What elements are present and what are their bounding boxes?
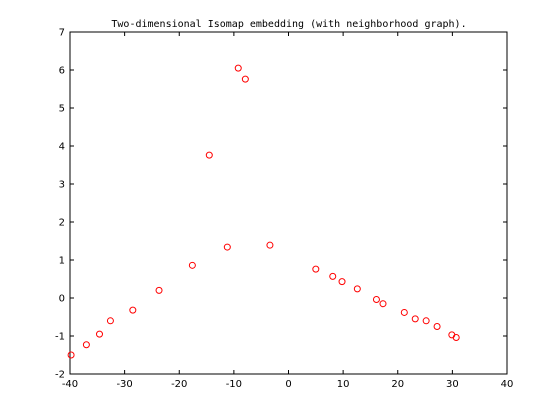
x-tick-label: 20 — [391, 379, 404, 390]
data-point — [241, 75, 249, 83]
data-point — [67, 351, 75, 359]
data-point — [82, 341, 90, 349]
x-tick-label: 40 — [501, 379, 514, 390]
data-point — [129, 306, 137, 314]
data-point — [188, 261, 196, 269]
data-point — [379, 300, 387, 308]
data-point — [234, 64, 242, 72]
data-point — [266, 241, 274, 249]
chart-title: Two-dimensional Isomap embedding (with n… — [111, 19, 466, 30]
y-tick-label: 2 — [59, 218, 65, 229]
y-axis: -2 -1 0 1 2 3 4 5 6 7 — [55, 28, 507, 381]
data-point — [312, 265, 320, 273]
data-point — [400, 308, 408, 316]
data-point — [106, 317, 114, 325]
y-tick-label: 7 — [59, 28, 65, 39]
x-tick-label: -10 — [226, 379, 242, 390]
y-tick-label: 1 — [59, 256, 65, 267]
x-tick-label: 0 — [285, 379, 291, 390]
x-tick-label: 30 — [446, 379, 459, 390]
x-tick-label: -30 — [116, 379, 132, 390]
data-point — [452, 334, 460, 342]
y-tick-label: 6 — [59, 66, 65, 77]
x-tick-label: -20 — [171, 379, 187, 390]
y-tick-label: -1 — [55, 332, 65, 343]
data-point — [223, 243, 231, 251]
x-tick-label: -40 — [62, 379, 78, 390]
data-point — [329, 272, 337, 280]
axes-box — [69, 31, 508, 375]
data-point — [433, 323, 441, 330]
y-tick-label: 0 — [59, 294, 65, 305]
x-axis: -40 -30 -20 -10 0 10 20 30 40 — [62, 32, 514, 390]
y-tick-label: 5 — [59, 104, 65, 115]
data-points — [67, 64, 460, 359]
y-tick-label: 4 — [59, 142, 65, 153]
data-point — [338, 278, 346, 286]
data-point — [372, 296, 380, 304]
y-tick-label: -2 — [55, 370, 65, 381]
data-point — [95, 330, 103, 338]
data-point — [411, 315, 419, 323]
y-tick-label: 3 — [59, 180, 65, 191]
x-tick-label: 10 — [337, 379, 350, 390]
data-point — [205, 151, 213, 159]
data-point — [155, 286, 163, 294]
data-point — [353, 285, 361, 293]
data-point — [422, 317, 430, 325]
